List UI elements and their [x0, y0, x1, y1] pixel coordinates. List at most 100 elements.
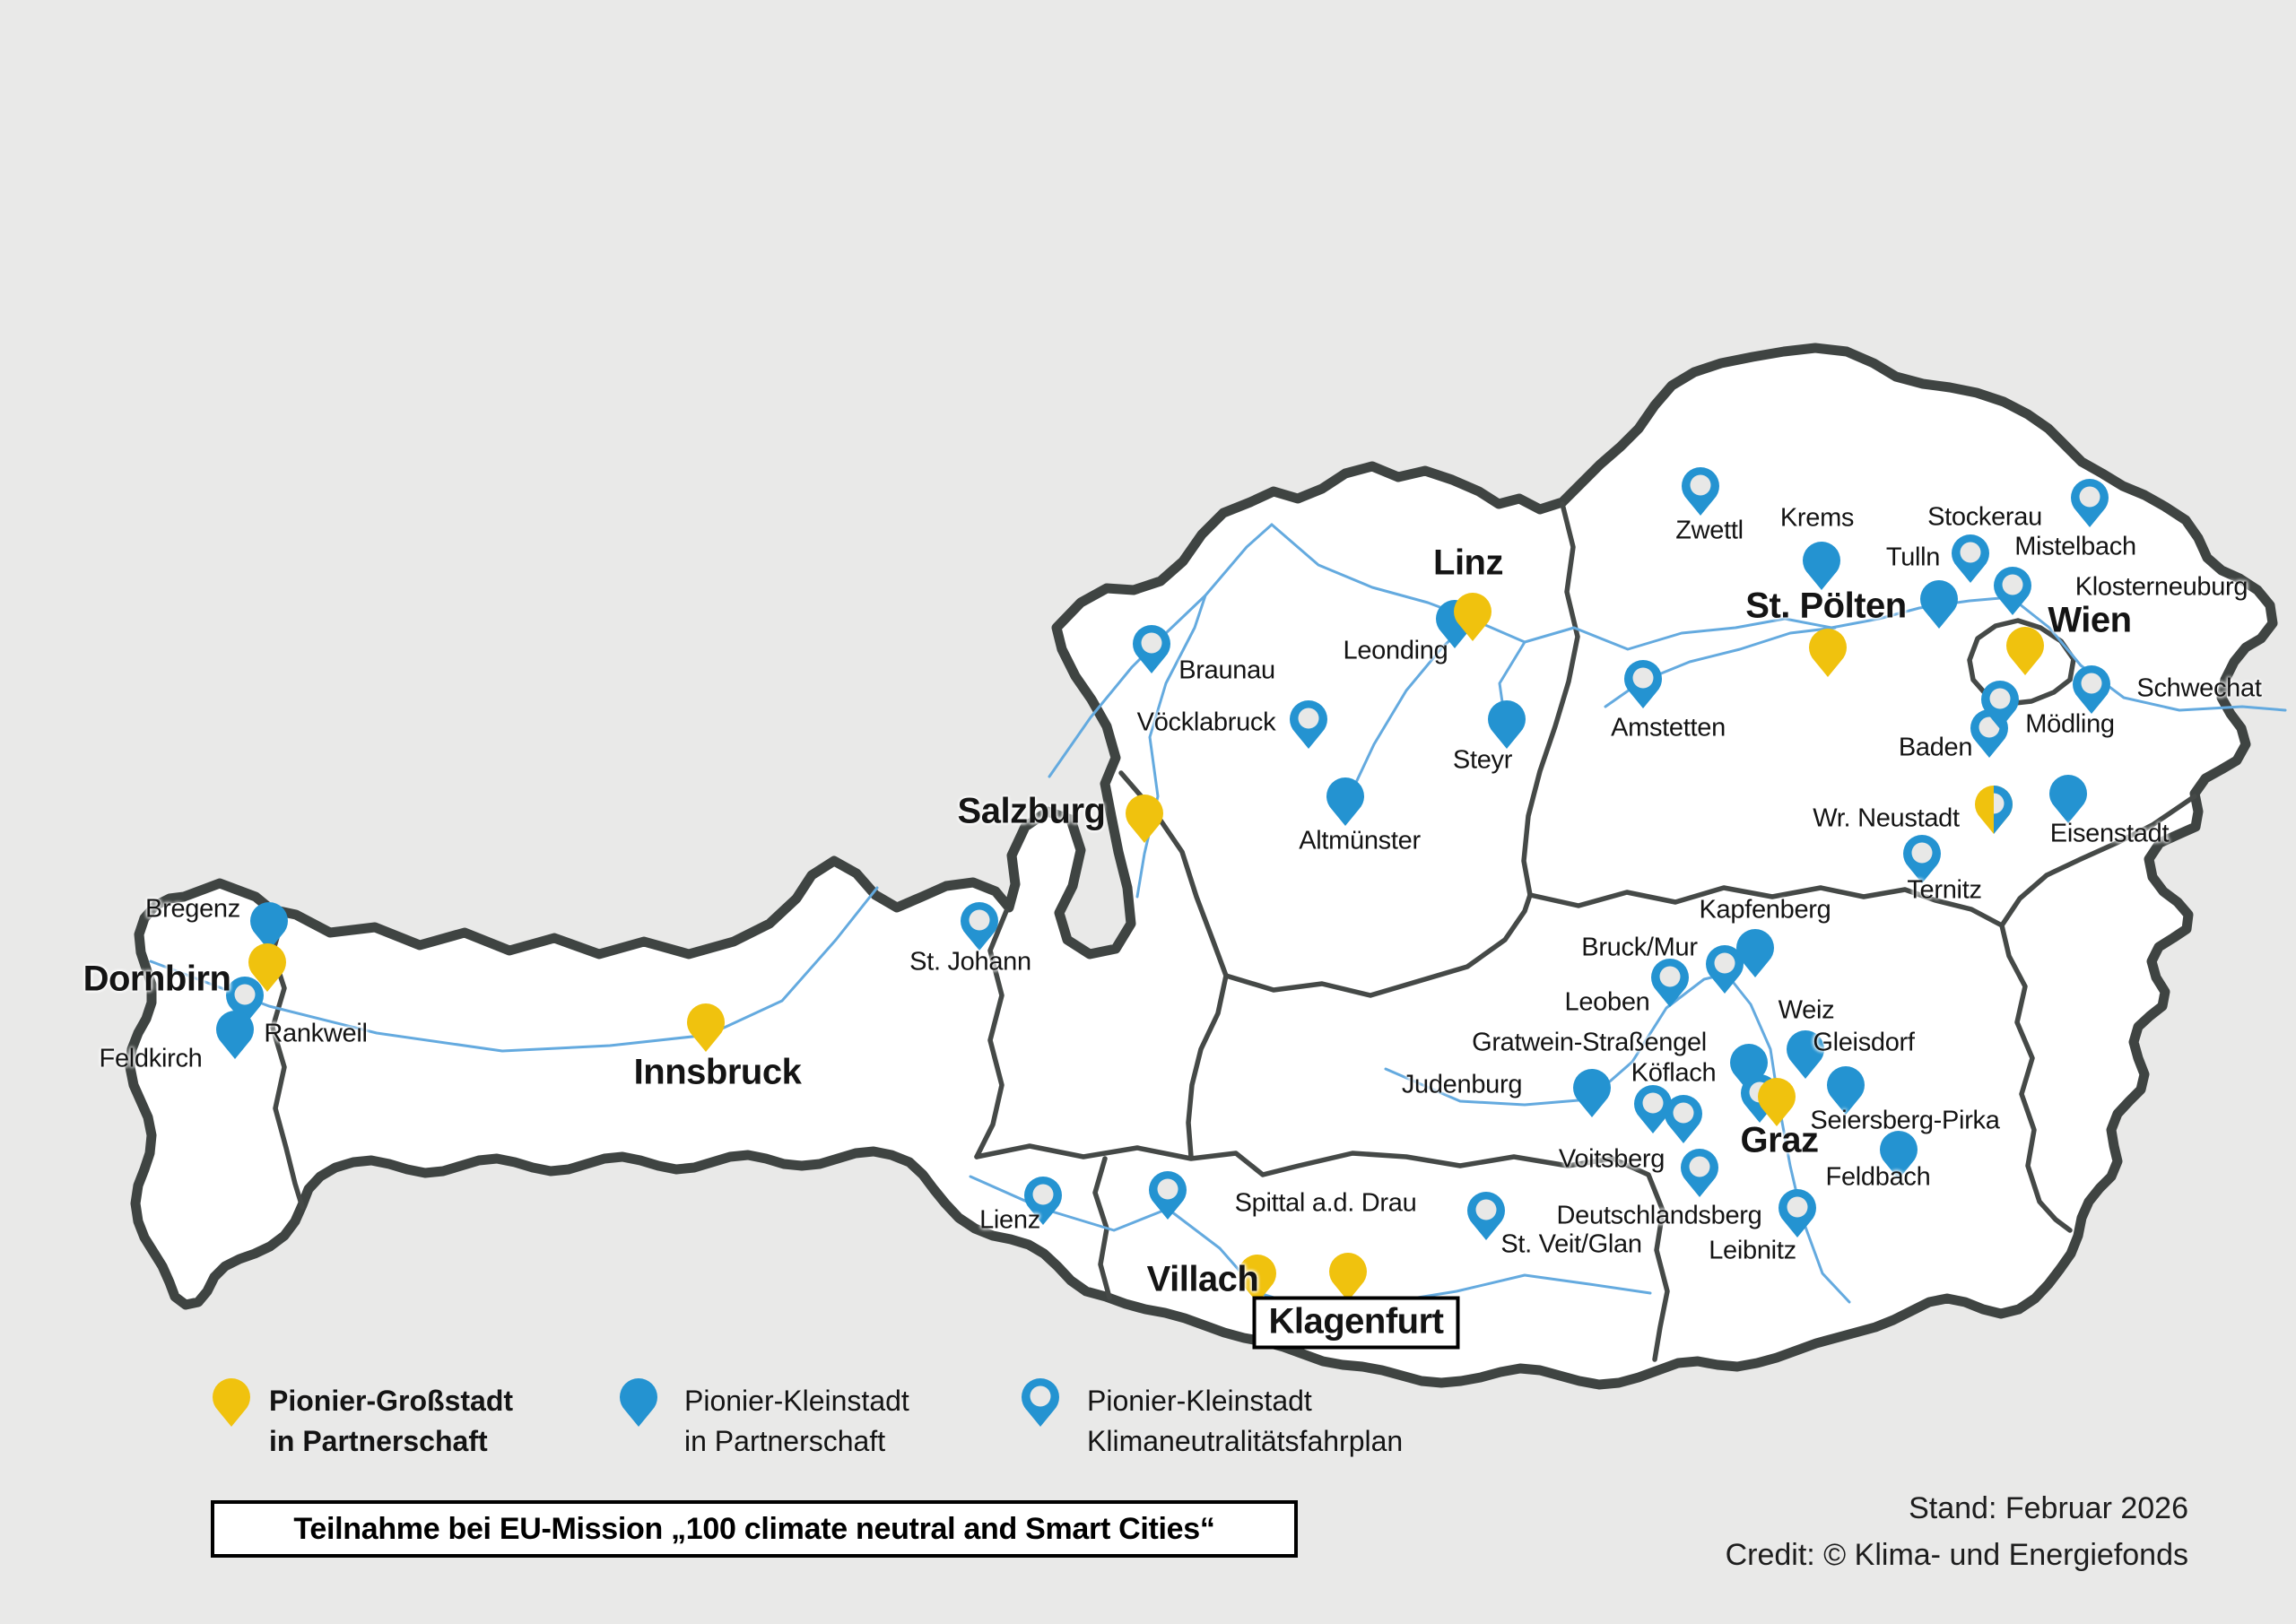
city-label-leonding: Leonding	[1343, 636, 1448, 665]
map-pin-villach	[1238, 1253, 1277, 1305]
city-label-innsbruck: Innsbruck	[633, 1052, 802, 1092]
city-label-bregenz: Bregenz	[145, 894, 240, 924]
legend-label-major: Pionier-Großstadt in Partnerschaft	[269, 1385, 514, 1457]
map-pin-köflach	[1633, 1083, 1673, 1135]
city-label-leibnitz: Leibnitz	[1709, 1236, 1796, 1265]
city-label-bruck-mur: Bruck/Mur	[1581, 933, 1698, 962]
footer-stand: Stand: Februar 2026	[1909, 1491, 2188, 1525]
map-pin-zwettl	[1681, 465, 1720, 517]
city-label-ternitz: Ternitz	[1907, 875, 1982, 905]
map-pin-klosterneuburg	[1993, 565, 2032, 617]
map-pin-dornbirn	[248, 942, 287, 994]
city-label-st-johann: St. Johann	[909, 947, 1031, 977]
map-pin-salzburg	[1125, 793, 1164, 845]
footer: Stand: Februar 2026 Credit: © Klima- und…	[1726, 1485, 2188, 1578]
city-label-braunau: Braunau	[1178, 656, 1275, 685]
map-pin-wien	[2005, 625, 2045, 677]
map-pin-schwechat	[2072, 664, 2111, 716]
city-label-st-veit-glan: St. Veit/Glan	[1500, 1229, 1642, 1259]
city-label-deutschlandsberg: Deutschlandsberg	[1556, 1201, 1762, 1230]
map-pin-wr-neustadt	[1974, 784, 2013, 836]
map-pin-graz	[1757, 1076, 1796, 1128]
map-pin-judenburg	[1572, 1067, 1612, 1119]
city-label-klagenfurt: Klagenfurt	[1252, 1296, 1460, 1350]
city-label-wien: Wien	[2048, 600, 2132, 640]
map-pin-voitsberg	[1664, 1093, 1703, 1145]
city-label-judenburg: Judenburg	[1401, 1070, 1523, 1099]
map-pin-innsbruck	[686, 1002, 726, 1054]
map-pin-mistelbach	[2070, 477, 2109, 529]
city-label-linz: Linz	[1433, 543, 1503, 583]
city-label-klosterneuburg: Klosterneuburg	[2074, 572, 2248, 602]
city-label-lienz: Lienz	[979, 1205, 1040, 1235]
map-pin-leibnitz	[1778, 1187, 1817, 1239]
map-pin-steyr	[1487, 699, 1526, 751]
map-pin-deutschlandsberg	[1680, 1147, 1719, 1199]
city-label-stockerau: Stockerau	[1927, 502, 2042, 532]
map-pin-leoben	[1650, 957, 1690, 1009]
title-text: Teilnahme bei EU-Mission „100 climate ne…	[293, 1511, 1215, 1546]
city-label-rankweil: Rankweil	[264, 1019, 368, 1048]
city-label-eisenstadt: Eisenstadt	[2049, 819, 2170, 848]
map-pin-amstetten	[1623, 658, 1663, 710]
map-pin-bregenz	[249, 900, 289, 952]
map-pin-st-pölten	[1808, 627, 1848, 679]
city-label-dornbirn: Dornbirn	[83, 959, 231, 999]
city-label-kapfenberg: Kapfenberg	[1699, 895, 1831, 925]
city-label-wr-neustadt: Wr. Neustadt	[1813, 803, 1960, 833]
city-label-krems: Krems	[1779, 503, 1855, 533]
city-label-köflach: Köflach	[1631, 1058, 1717, 1088]
map-pin-tulln	[1919, 578, 1959, 630]
city-label-baden: Baden	[1898, 733, 1973, 762]
map-pin-st-veit-glan	[1466, 1190, 1506, 1242]
city-label-gleisdorf: Gleisdorf	[1813, 1028, 1915, 1057]
map-pin-kapfenberg	[1735, 927, 1775, 979]
city-label-vöcklabruck: Vöcklabruck	[1136, 708, 1276, 737]
map-pin-stockerau	[1951, 533, 1990, 585]
city-label-graz: Graz	[1740, 1120, 1819, 1160]
city-label-weiz: Weiz	[1778, 995, 1835, 1025]
city-label-villach: Villach	[1146, 1259, 1259, 1299]
city-label-altmünster: Altmünster	[1299, 826, 1421, 855]
map-pin-feldbach	[1879, 1129, 1918, 1181]
city-label-mistelbach: Mistelbach	[2014, 532, 2136, 561]
city-label-steyr: Steyr	[1452, 745, 1513, 775]
city-label-feldkirch: Feldkirch	[99, 1044, 203, 1073]
map-pin-linz	[1453, 591, 1492, 643]
city-label-leoben: Leoben	[1564, 987, 1650, 1017]
city-label-feldbach: Feldbach	[1825, 1162, 1931, 1192]
austria-outline	[125, 343, 2278, 1390]
legend-pin-roadmap	[1021, 1376, 1060, 1429]
map-pin-lienz	[1023, 1175, 1063, 1227]
map-pin-klagenfurt	[1328, 1251, 1368, 1303]
city-label-amstetten: Amstetten	[1611, 713, 1726, 743]
city-label-seiersberg-pirka: Seiersberg-Pirka	[1810, 1106, 2000, 1135]
legend-pin-major	[212, 1376, 251, 1429]
map-pin-krems	[1802, 540, 1841, 592]
city-label-tulln: Tulln	[1885, 543, 1941, 572]
legend-pin-partner	[619, 1376, 658, 1429]
map-pin-vöcklabruck	[1289, 699, 1328, 751]
map-pin-spittal-a-d-drau	[1148, 1169, 1187, 1221]
map-pin-feldkirch	[215, 1009, 255, 1061]
city-label-zwettl: Zwettl	[1675, 516, 1744, 545]
map-pin-bruck-mur	[1705, 943, 1744, 995]
map-pin-ternitz	[1902, 833, 1942, 885]
map-pin-weiz	[1786, 1029, 1825, 1081]
city-label-gratwein-straßengel: Gratwein-Straßengel	[1472, 1028, 1707, 1057]
city-label-spittal-a-d-drau: Spittal a.d. Drau	[1234, 1188, 1417, 1218]
title-box: Teilnahme bei EU-Mission „100 climate ne…	[211, 1500, 1298, 1558]
city-label-mödling: Mödling	[2025, 709, 2115, 739]
map-pin-altmünster	[1326, 776, 1365, 828]
city-label-schwechat: Schwechat	[2136, 673, 2262, 703]
city-label-salzburg: Salzburg	[957, 791, 1106, 831]
map-pin-eisenstadt	[2048, 773, 2088, 825]
map-pin-st-johann	[960, 900, 999, 952]
map-pin-mödling	[1980, 679, 2020, 731]
legend-label-partner: Pionier-Kleinstadt in Partnerschaft	[684, 1385, 909, 1457]
